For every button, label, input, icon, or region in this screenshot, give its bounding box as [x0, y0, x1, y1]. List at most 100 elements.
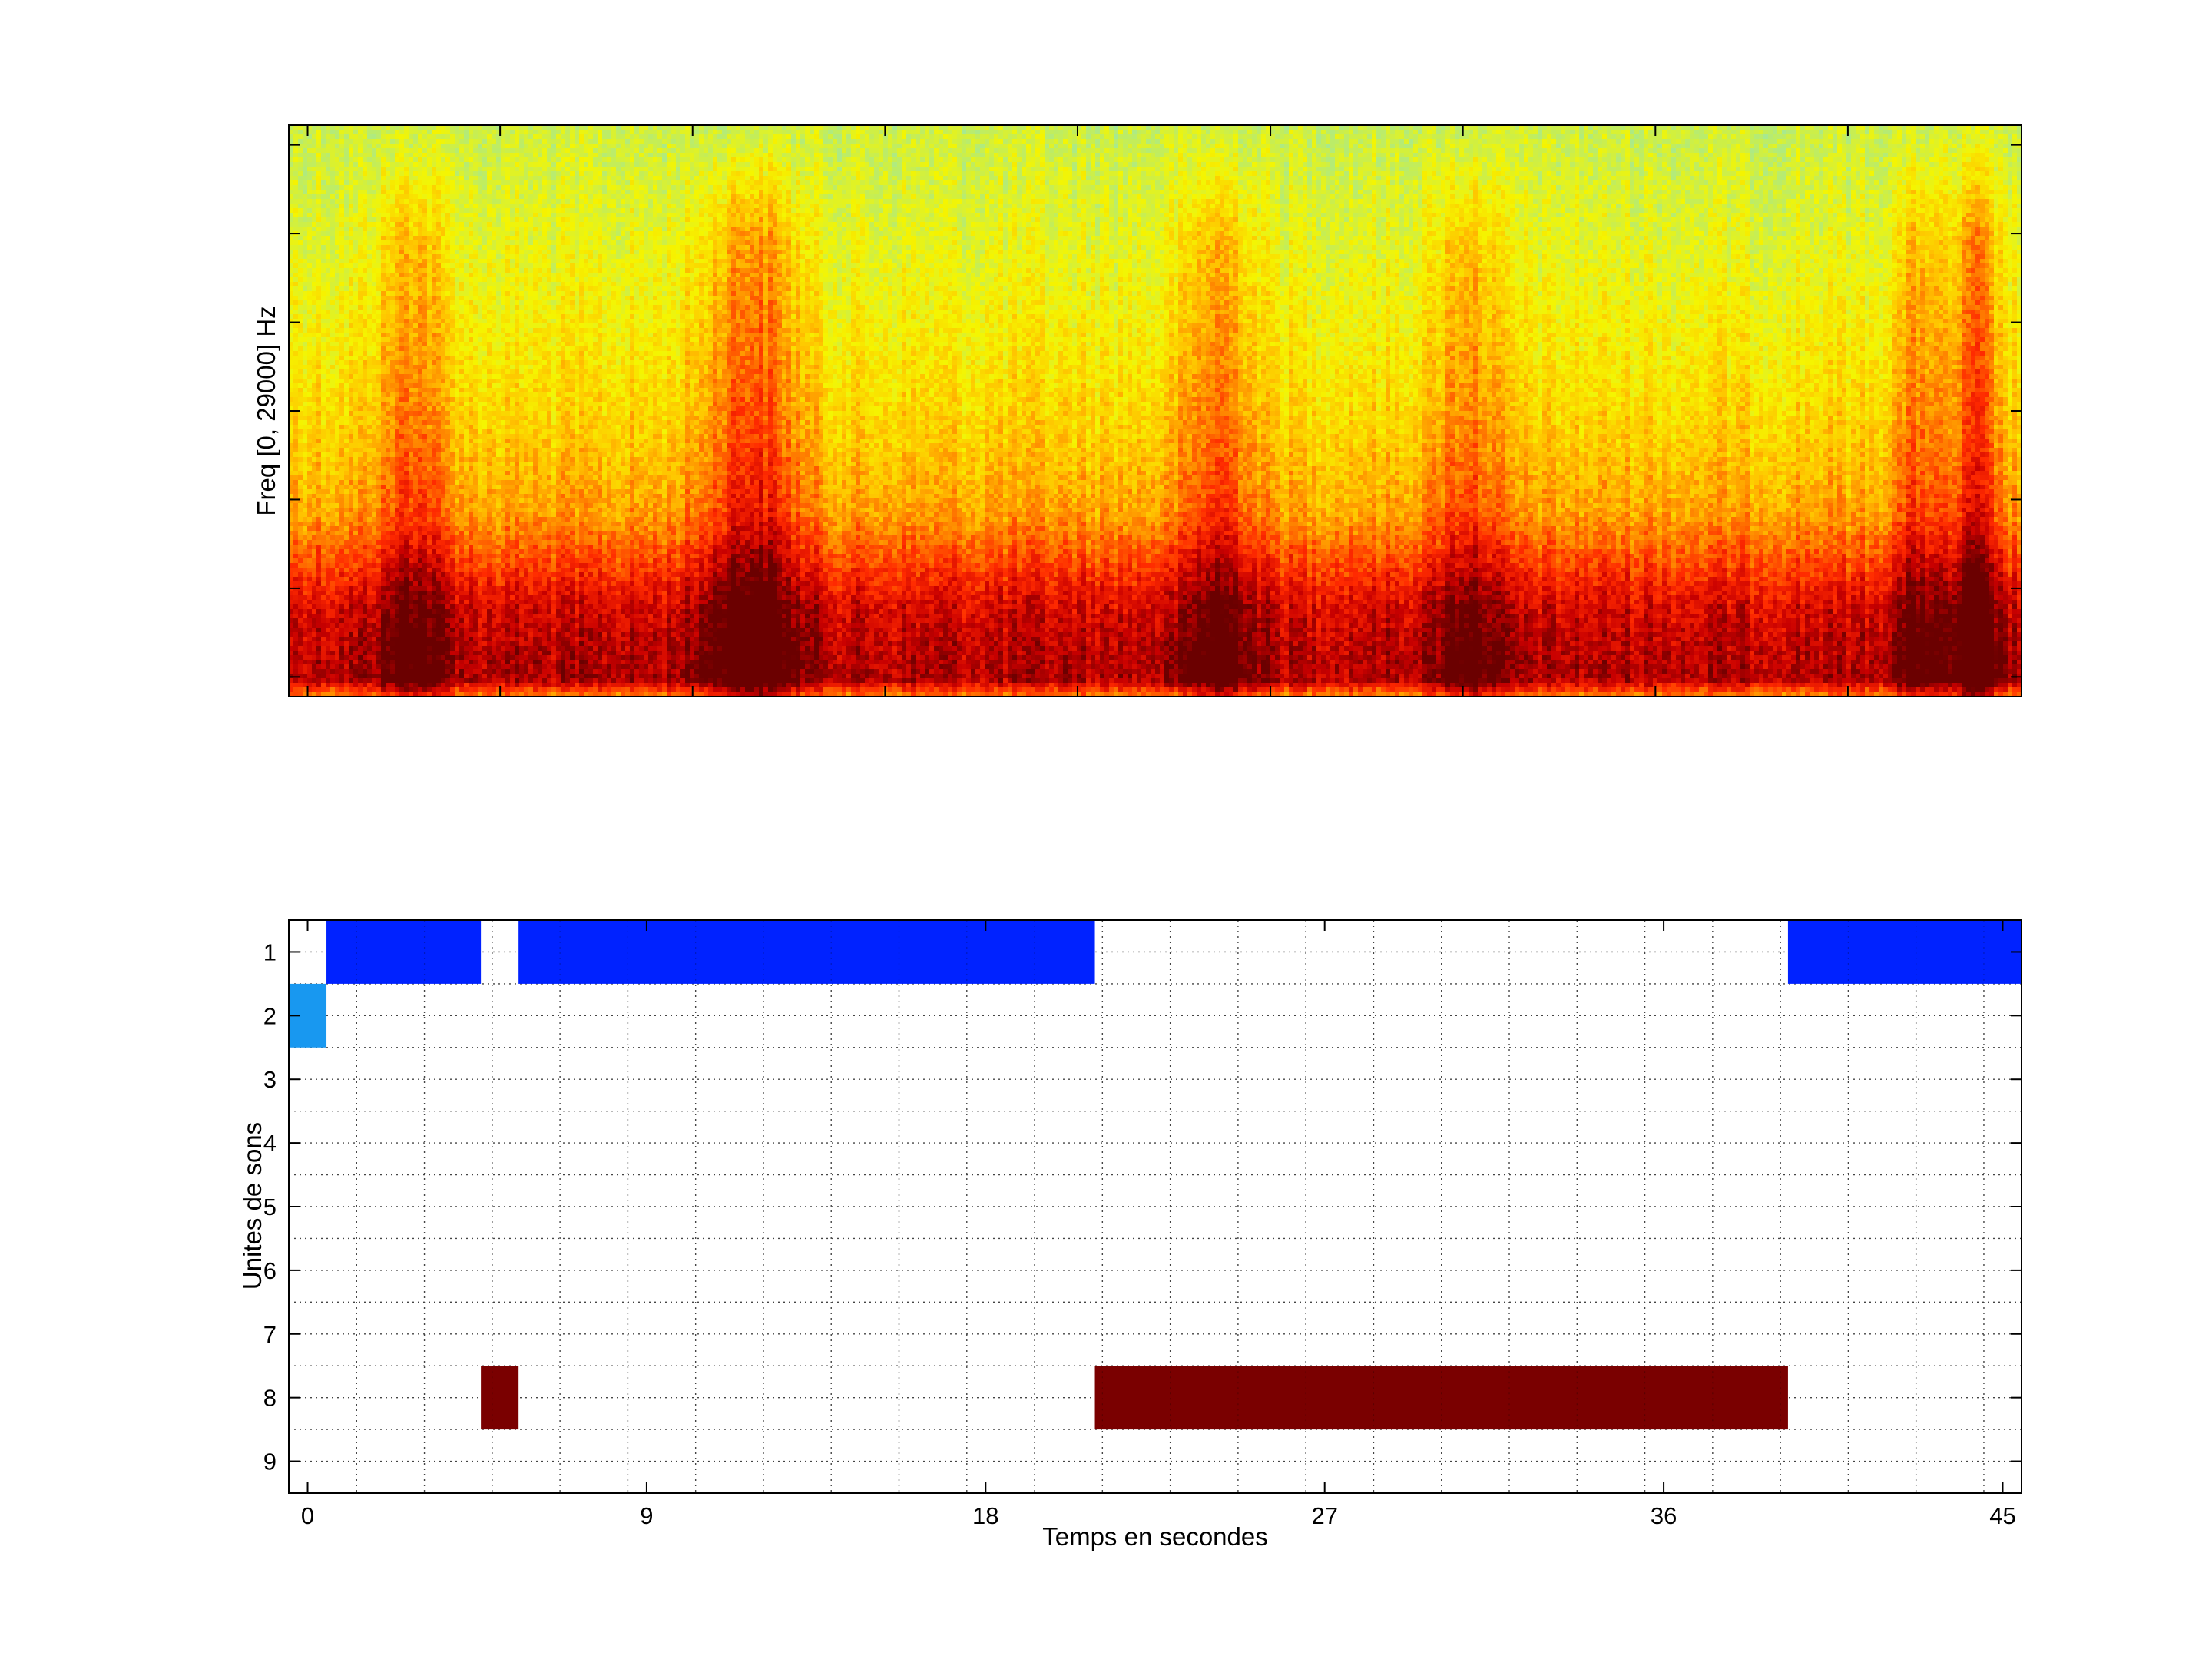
- spectrogram-cell: [335, 157, 340, 163]
- spectrogram-cell: [547, 134, 552, 140]
- spectrogram-cell: [1017, 134, 1022, 140]
- spectrogram-cell: [634, 162, 640, 167]
- spectrogram-cell: [740, 144, 746, 149]
- spectrogram-cell: [704, 130, 709, 135]
- spectrogram-cell: [1376, 134, 1382, 140]
- spectrogram-cell: [869, 148, 875, 154]
- spectrogram-cell: [883, 162, 889, 167]
- spectrogram-cell: [694, 139, 700, 144]
- spectrogram-cell: [985, 130, 990, 135]
- spectrogram-cell: [1270, 157, 1276, 163]
- spectrogram-cell: [1768, 162, 1773, 167]
- spectrogram-cell: [298, 130, 303, 135]
- spectrogram-cell: [851, 162, 856, 167]
- spectrogram-cell: [810, 148, 815, 154]
- spectrogram-cell: [450, 134, 455, 140]
- spectrogram-cell: [1353, 130, 1359, 135]
- spectrogram-cell: [1395, 157, 1400, 163]
- spectrogram-cell: [528, 144, 534, 149]
- spectrogram-cell: [1796, 144, 1801, 149]
- spectrogram-cell: [1390, 134, 1396, 140]
- spectrogram-cell: [1584, 153, 1589, 158]
- spectrogram-cell: [1349, 139, 1354, 144]
- spectrogram-cell: [814, 148, 820, 154]
- spectrogram-cell: [892, 134, 898, 140]
- spectrogram-cell: [1897, 139, 1902, 144]
- spectrogram-cell: [911, 162, 916, 167]
- spectrogram-cell: [616, 157, 621, 163]
- spectrogram-cell: [819, 130, 824, 135]
- spectrogram-cell: [547, 130, 552, 135]
- spectrogram-cell: [303, 139, 308, 144]
- spectrogram-cell: [879, 130, 884, 135]
- spectrogram-cell: [2003, 134, 2008, 140]
- spectrogram-cell: [1579, 130, 1584, 135]
- spectrogram-cell: [1519, 157, 1525, 163]
- spectrogram-cell: [1344, 134, 1349, 140]
- spectrogram-cell: [1390, 144, 1396, 149]
- spectrogram-cell: [1128, 153, 1133, 158]
- spectrogram-cell: [459, 162, 465, 167]
- spectrogram-cell: [1565, 148, 1571, 154]
- spectrogram-cell: [888, 157, 893, 163]
- spectrogram-cell: [1598, 139, 1603, 144]
- spectrogram-cell: [358, 167, 363, 172]
- spectrogram-cell: [1183, 162, 1188, 167]
- spectrogram-cell: [390, 153, 396, 158]
- spectrogram-cell: [694, 130, 700, 135]
- spectrogram-cell: [1879, 144, 1884, 149]
- spectrogram-cell: [1164, 144, 1170, 149]
- spectrogram-cell: [1372, 148, 1377, 154]
- spectrogram-cell: [399, 153, 405, 158]
- spectrogram-cell: [1556, 130, 1561, 135]
- spectrogram-cell: [957, 148, 962, 154]
- spectrogram-cell: [584, 130, 589, 135]
- spectrogram-cell: [680, 153, 686, 158]
- spectrogram-cell: [1418, 134, 1423, 140]
- spectrogram-cell: [1455, 134, 1460, 140]
- spectrogram-cell: [409, 139, 414, 144]
- spectrogram-cell: [1704, 130, 1709, 135]
- spectrogram-cell: [344, 144, 349, 149]
- spectrogram-cell: [1630, 144, 1635, 149]
- spectrogram-cell: [1727, 134, 1732, 140]
- spectrogram-cell: [1012, 139, 1018, 144]
- spectrogram-cell: [510, 134, 515, 140]
- spectrogram-cell: [929, 134, 935, 140]
- spectrogram-cell: [796, 153, 801, 158]
- spectrogram-cell: [524, 167, 529, 172]
- spectrogram-cell: [1773, 148, 1778, 154]
- spectrogram-cell: [1026, 139, 1031, 144]
- spectrogram-cell: [851, 148, 856, 154]
- spectrogram-cell: [865, 134, 870, 140]
- spectrogram-cell: [1464, 134, 1469, 140]
- spectrogram-cell: [293, 134, 299, 140]
- spectrogram-cell: [1791, 148, 1796, 154]
- spectrogram-cell: [1584, 162, 1589, 167]
- spectrogram-cell: [1353, 134, 1359, 140]
- spectrogram-cell: [1229, 134, 1234, 140]
- spectrogram-cell: [713, 167, 718, 172]
- spectrogram-cell: [957, 157, 962, 163]
- spectrogram-cell: [1422, 162, 1428, 167]
- spectrogram-cell: [1284, 130, 1290, 135]
- spectrogram-cell: [1731, 153, 1737, 158]
- spectrogram-cell: [1275, 139, 1280, 144]
- spectrogram-cell: [680, 157, 686, 163]
- spectrogram-cell: [1252, 148, 1257, 154]
- spectrogram-cell: [962, 148, 967, 154]
- spectrogram-cell: [1496, 130, 1502, 135]
- spectrogram-cell: [1164, 139, 1170, 144]
- spectrogram-cell: [694, 153, 700, 158]
- spectrogram-cell: [694, 157, 700, 163]
- spectrogram-cell: [805, 157, 810, 163]
- spectrogram-cell: [1768, 144, 1773, 149]
- spectrogram-cell: [1962, 130, 1967, 135]
- spectrogram-cell: [1865, 134, 1870, 140]
- spectrogram-cell: [1155, 144, 1161, 149]
- spectrogram-cell: [653, 162, 658, 167]
- spectrogram-cell: [1367, 153, 1373, 158]
- spectrogram-cell: [1842, 162, 1847, 167]
- spectrogram-cell: [1464, 153, 1469, 158]
- spectrogram-cell: [1837, 130, 1843, 135]
